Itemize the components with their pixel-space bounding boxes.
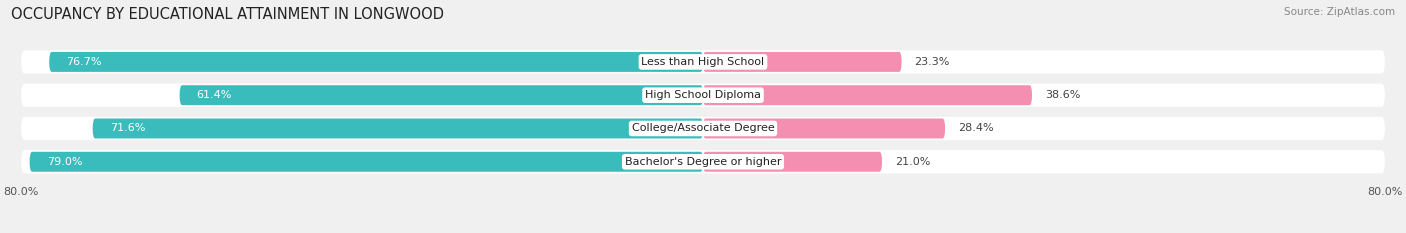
Text: College/Associate Degree: College/Associate Degree (631, 123, 775, 134)
Text: 23.3%: 23.3% (914, 57, 950, 67)
Text: High School Diploma: High School Diploma (645, 90, 761, 100)
Text: OCCUPANCY BY EDUCATIONAL ATTAINMENT IN LONGWOOD: OCCUPANCY BY EDUCATIONAL ATTAINMENT IN L… (11, 7, 444, 22)
Text: Source: ZipAtlas.com: Source: ZipAtlas.com (1284, 7, 1395, 17)
FancyBboxPatch shape (21, 117, 1385, 140)
FancyBboxPatch shape (49, 52, 703, 72)
FancyBboxPatch shape (703, 152, 882, 172)
Text: 79.0%: 79.0% (46, 157, 82, 167)
FancyBboxPatch shape (703, 119, 945, 138)
Text: 21.0%: 21.0% (894, 157, 931, 167)
FancyBboxPatch shape (703, 85, 1032, 105)
Text: 71.6%: 71.6% (110, 123, 145, 134)
Text: Bachelor's Degree or higher: Bachelor's Degree or higher (624, 157, 782, 167)
Text: 28.4%: 28.4% (957, 123, 994, 134)
Text: 38.6%: 38.6% (1045, 90, 1080, 100)
FancyBboxPatch shape (180, 85, 703, 105)
FancyBboxPatch shape (21, 150, 1385, 173)
Text: 61.4%: 61.4% (197, 90, 232, 100)
FancyBboxPatch shape (21, 50, 1385, 74)
Legend: Owner-occupied, Renter-occupied: Owner-occupied, Renter-occupied (583, 230, 823, 233)
FancyBboxPatch shape (703, 52, 901, 72)
FancyBboxPatch shape (30, 152, 703, 172)
Text: 76.7%: 76.7% (66, 57, 101, 67)
FancyBboxPatch shape (93, 119, 703, 138)
FancyBboxPatch shape (21, 84, 1385, 107)
Text: Less than High School: Less than High School (641, 57, 765, 67)
